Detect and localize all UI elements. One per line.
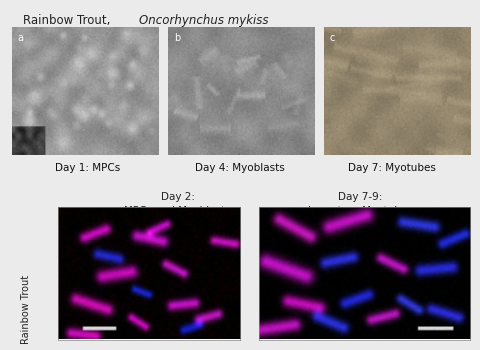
Text: a: a bbox=[18, 33, 24, 43]
Text: Rainbow Trout,: Rainbow Trout, bbox=[24, 14, 115, 27]
Text: b: b bbox=[174, 33, 180, 43]
Text: Day 1: MPCs: Day 1: MPCs bbox=[55, 163, 120, 173]
Text: Rainbow Trout: Rainbow Trout bbox=[22, 275, 31, 344]
Text: Oncorhynchus mykiss: Oncorhynchus mykiss bbox=[139, 14, 268, 27]
Text: Day 7-9:
Immature Myotubes
(Myogenin⁺): Day 7-9: Immature Myotubes (Myogenin⁺) bbox=[308, 192, 412, 229]
Text: Day 7: Myotubes: Day 7: Myotubes bbox=[348, 163, 436, 173]
Text: Day 2:
MPCs and Myoblasts
(MyoD1⁺): Day 2: MPCs and Myoblasts (MyoD1⁺) bbox=[124, 192, 231, 229]
Text: Day 4: Myoblasts: Day 4: Myoblasts bbox=[195, 163, 285, 173]
Text: c: c bbox=[330, 33, 335, 43]
